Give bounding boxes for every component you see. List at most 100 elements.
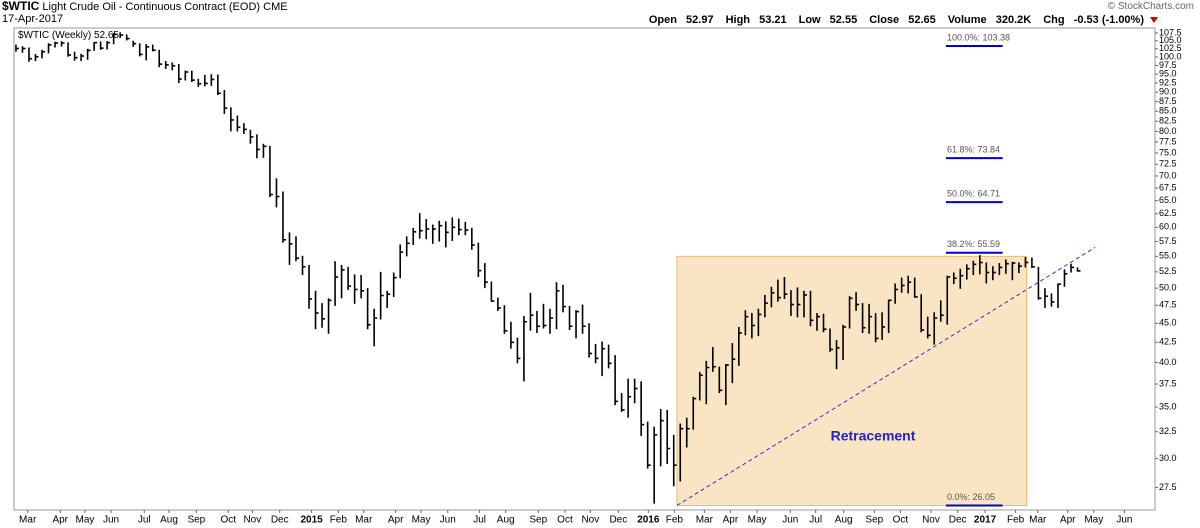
quote-value: 52.97 [686,14,714,26]
quote-item: Open 52.97 [643,14,714,26]
y-tick-label: 72.5 [1159,159,1177,169]
legend: $WTIC (Weekly) 52.65 [18,30,119,41]
quote-label: Open [648,14,677,26]
quote-value: -0.53 (-1.00%) [1073,14,1144,26]
fib-label: 100.0%: 103.38 [947,32,1010,42]
y-tick-label: 52.5 [1159,266,1177,276]
quote-label: Chg [1043,14,1065,26]
x-tick-label: Feb [666,515,684,526]
x-tick-label: Apr [1060,515,1076,526]
x-tick-label: Jun [440,515,456,526]
quote-item: Low 52.55 [793,14,858,26]
x-tick-label: 2015 [300,515,323,526]
x-tick-label: Oct [557,515,573,526]
x-tick-label: Feb [1007,515,1025,526]
y-tick-label: 27.5 [1159,482,1177,492]
fib-label: 38.2%: 55.59 [947,239,1000,249]
x-tick-label: Jul [138,515,151,526]
y-tick-label: 65.0 [1159,195,1177,205]
quote-item: High 53.21 [720,14,787,26]
trendline [676,246,1096,506]
x-tick-label: Apr [388,515,404,526]
x-tick-label: Jul [473,515,486,526]
legend-label: $WTIC (Weekly) [18,30,91,41]
y-tick-label: 87.5 [1159,96,1177,106]
quote-item: Chg -0.53 (-1.00%) [1037,14,1158,26]
quote-value: 320.2K [995,14,1032,26]
x-tick-label: Dec [609,515,627,526]
x-tick-label: Dec [271,515,289,526]
quote-label: High [725,14,751,26]
quote-label: Low [798,14,821,26]
x-tick-label: May [748,515,767,526]
down-arrow [1150,17,1158,23]
quote-value: 52.65 [908,14,936,26]
y-tick-label: 107.5 [1159,27,1182,37]
y-tick-label: 75.0 [1159,147,1177,157]
y-tick-label: 37.5 [1159,378,1177,388]
y-tick-label: 97.5 [1159,60,1177,70]
y-tick-label: 55.0 [1159,251,1177,261]
y-tick-label: 67.5 [1159,182,1177,192]
x-tick-label: 2017 [974,515,997,526]
y-tick-label: 30.0 [1159,453,1177,463]
y-tick-label: 60.0 [1159,222,1177,232]
date: 17-Apr-2017 [2,13,64,25]
x-tick-label: Dec [949,515,967,526]
header: $WTIC Light Crude Oil - Continuous Contr… [2,0,288,25]
x-tick-label: Jun [103,515,119,526]
y-tick-label: 80.0 [1159,126,1177,136]
x-tick-label: Jun [1116,515,1132,526]
y-tick-label: 57.5 [1159,236,1177,246]
watermark: © StockCharts.com [1107,1,1194,12]
x-tick-label: Sep [529,515,547,526]
x-tick-label: Nov [922,515,940,526]
y-tick-label: 105.0 [1159,35,1182,45]
y-tick-label: 82.5 [1159,116,1177,126]
y-tick-label: 77.5 [1159,136,1177,146]
y-tick-label: 45.0 [1159,318,1177,328]
y-tick-label: 42.5 [1159,337,1177,347]
y-tick-label: 70.0 [1159,170,1177,180]
x-tick-label: Sep [865,515,883,526]
fib-label: 50.0%: 64.71 [947,189,1000,199]
x-tick-label: Mar [1029,515,1047,526]
x-tick-label: 2016 [637,515,660,526]
x-tick-label: Mar [19,515,37,526]
y-tick-label: 35.0 [1159,401,1177,411]
y-tick-label: 95.0 [1159,69,1177,79]
x-tick-label: Oct [893,515,909,526]
x-tick-label: Feb [330,515,348,526]
x-tick-label: May [1084,515,1103,526]
x-tick-label: Apr [723,515,739,526]
x-tick-label: Jul [809,515,822,526]
x-tick-label: Oct [220,515,236,526]
x-tick-label: Apr [52,515,68,526]
fib-label: 0.0%: 26.05 [947,492,995,502]
quote-label: Close [869,14,900,26]
y-tick-label: 85.0 [1159,106,1177,116]
quote-item: Volume 320.2K [942,14,1031,26]
x-tick-label: Jun [782,515,798,526]
exchange: CME [263,1,288,13]
y-tick-label: 92.5 [1159,77,1177,87]
x-tick-label: Aug [160,515,178,526]
y-tick-label: 50.0 [1159,282,1177,292]
x-tick-label: May [412,515,431,526]
symbol: $WTIC [2,0,40,13]
quote-value: 52.55 [829,14,858,26]
y-tick-label: 32.5 [1159,426,1177,436]
y-tick-label: 62.5 [1159,208,1177,218]
plot-frame [13,27,1156,511]
quote: Open 52.97 High 53.21 Low 52.55 Close 52.65… [637,14,1158,26]
x-tick-label: May [76,515,95,526]
retracement-label: Retracement [831,428,916,444]
retracement-box [676,255,1028,506]
legend-value: 52.65 [94,30,119,41]
fib-label: 61.8%: 73.84 [947,145,1000,155]
x-tick-label: Nov [243,515,261,526]
x-tick-label: Mar [355,515,373,526]
quote-value: 53.21 [759,14,787,26]
